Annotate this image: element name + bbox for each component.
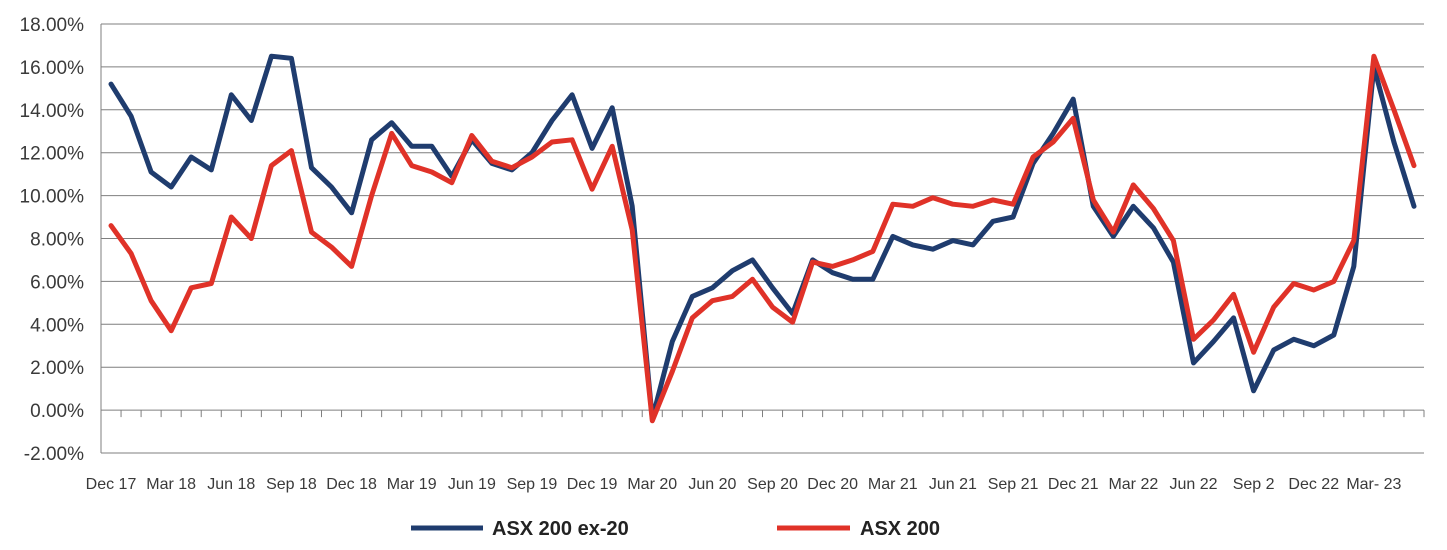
series-layer: [108, 53, 1417, 424]
x-tick-label: Dec 18: [326, 476, 377, 493]
x-tick-label: Dec 22: [1288, 476, 1339, 493]
x-tick-label: Mar 19: [387, 476, 437, 493]
x-tick-label: Dec 19: [567, 476, 618, 493]
x-tick-label: Sep 19: [507, 476, 558, 493]
x-axis-tick-labels: Dec 17 Mar 18 Jun 18 Sep 18 Dec 18 Mar 19 Jun …: [86, 476, 1402, 493]
y-tick-label: 12.00%: [20, 144, 85, 165]
legend: ASX 200 ex-20 ASX 200: [411, 518, 940, 540]
y-tick-label: -2.00%: [24, 444, 84, 465]
legend-item-asx200ex20: ASX 200 ex-20: [411, 518, 629, 540]
legend-label-asx200ex20: ASX 200 ex-20: [492, 518, 629, 540]
x-tick-label: Jun 21: [929, 476, 977, 493]
y-tick-label: 0.00%: [30, 401, 84, 422]
x-tick-label: Sep 2: [1233, 476, 1275, 493]
x-tick-label: Mar- 23: [1346, 476, 1401, 493]
y-tick-label: 16.00%: [20, 58, 85, 79]
x-tick-label: Sep 21: [988, 476, 1039, 493]
y-axis-tick-labels: 18.00% 16.00% 14.00% 12.00% 10.00% 8.00% 6.00%…: [20, 15, 85, 465]
x-tick-label: Dec 20: [807, 476, 858, 493]
series-line-asx200ex20: [108, 53, 1417, 422]
x-tick-label: Sep 20: [747, 476, 798, 493]
y-tick-label: 14.00%: [20, 101, 85, 122]
legend-label-asx200: ASX 200: [860, 518, 940, 540]
x-tick-label: Dec 21: [1048, 476, 1099, 493]
x-tick-label: Dec 17: [86, 476, 137, 493]
x-tick-label: Jun 18: [207, 476, 255, 493]
legend-item-asx200: ASX 200: [777, 518, 940, 540]
y-tick-label: 18.00%: [20, 15, 85, 36]
y-tick-label: 6.00%: [30, 272, 84, 293]
x-tick-label: Jun 22: [1169, 476, 1217, 493]
series-line-asx200: [108, 53, 1417, 424]
x-tick-label: Mar 21: [868, 476, 918, 493]
x-tick-label: Jun 19: [448, 476, 496, 493]
x-tick-label: Mar 18: [146, 476, 196, 493]
y-tick-label: 10.00%: [20, 187, 85, 208]
x-tick-label: Jun 20: [688, 476, 736, 493]
y-tick-label: 4.00%: [30, 315, 84, 336]
y-tick-label: 2.00%: [30, 358, 84, 379]
y-tick-label: 8.00%: [30, 230, 84, 251]
x-tick-label: Mar 20: [627, 476, 677, 493]
x-tick-label: Sep 18: [266, 476, 317, 493]
x-tick-label: Mar 22: [1108, 476, 1158, 493]
